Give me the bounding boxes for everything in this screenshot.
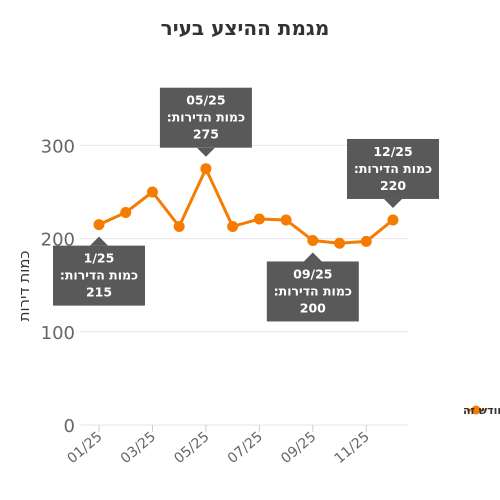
- annotation-date: 05/25: [186, 93, 225, 108]
- annotation-label: כמות הדירות:: [354, 161, 432, 176]
- annotation-pointer: [303, 252, 322, 262]
- x-tick-label: 11/25: [332, 429, 373, 467]
- annotation-value: 215: [86, 285, 112, 300]
- y-tick-label: 0: [64, 416, 75, 437]
- chart-title: מגמת ההיצע בעיר: [161, 16, 330, 40]
- data-point[interactable]: [200, 163, 212, 175]
- data-point[interactable]: [307, 234, 319, 246]
- data-point[interactable]: [227, 220, 239, 232]
- series-layer: [93, 163, 399, 249]
- annotation-box: [347, 138, 439, 199]
- annotation-value: 200: [300, 300, 326, 315]
- data-point[interactable]: [253, 213, 265, 225]
- annotation-tooltip: 1/25 כמות הדירות: 215: [53, 236, 145, 306]
- data-point[interactable]: [173, 220, 185, 232]
- data-point[interactable]: [120, 207, 132, 219]
- y-tick-label: 300: [41, 136, 75, 157]
- annotation-label: כמות הדירות:: [60, 268, 138, 283]
- annotation-value: 275: [193, 127, 219, 142]
- annotation-box: [53, 245, 145, 306]
- annotation-date: 12/25: [373, 144, 412, 159]
- data-point[interactable]: [93, 219, 105, 231]
- data-point[interactable]: [334, 237, 346, 249]
- data-point[interactable]: [280, 214, 292, 226]
- x-tick-label: 05/25: [171, 429, 212, 467]
- data-point[interactable]: [360, 235, 372, 247]
- legend-marker: [471, 405, 481, 415]
- y-tick-label: 100: [41, 323, 75, 344]
- y-tick-label: 200: [41, 230, 75, 251]
- legend-label: כמות הדירות המוצעות בחודש זה: [463, 404, 500, 417]
- annotation-pointer: [90, 236, 108, 246]
- annotation-tooltip: 12/25 כמות הדירות: 220: [347, 138, 439, 208]
- annotation-label: כמות הדירות:: [274, 283, 352, 298]
- data-point[interactable]: [146, 186, 158, 198]
- annotation-box: [159, 87, 252, 148]
- annotation-pointer: [384, 198, 402, 208]
- y-axis-label: כמות דירות: [15, 251, 33, 322]
- y-axis-ticks: 0 100 200 300: [41, 136, 75, 437]
- annotation-value: 220: [380, 178, 406, 193]
- annotation-tooltip: 09/25 כמות הדירות: 200: [266, 252, 359, 322]
- annotation-label: כמות הדירות:: [167, 110, 245, 125]
- data-point[interactable]: [387, 214, 399, 226]
- annotation-tooltip: 05/25 כמות הדירות: 275: [159, 87, 252, 157]
- annotation-date: 09/25: [293, 266, 332, 281]
- annotation-box: [266, 261, 359, 322]
- annotation-pointer: [196, 147, 215, 157]
- x-tick-label: 07/25: [225, 429, 266, 467]
- legend[interactable]: כמות הדירות המוצעות בחודש זה: [463, 404, 500, 417]
- annotation-date: 1/25: [84, 251, 115, 266]
- x-axis-ticks: 01/25 03/25 05/25 07/25 09/25 11/25: [64, 425, 373, 467]
- x-tick-label: 09/25: [278, 429, 319, 467]
- x-tick-label: 03/25: [118, 429, 159, 467]
